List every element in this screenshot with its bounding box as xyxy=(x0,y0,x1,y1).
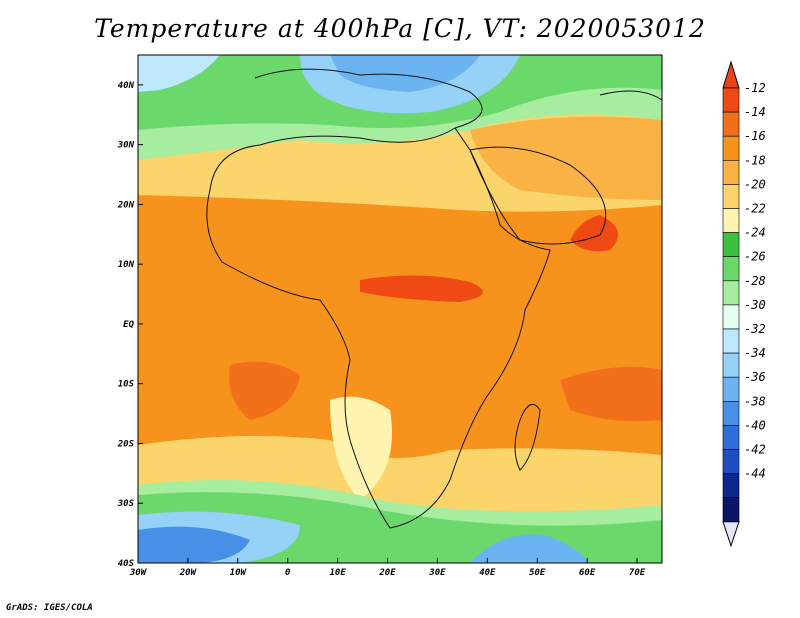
field-warm-spot-southeast xyxy=(560,366,662,422)
credit-text: GrADS: IGES/COLA xyxy=(6,603,93,613)
colorbar-swatch xyxy=(722,449,740,474)
lon-label: 20W xyxy=(179,568,198,578)
colorbar-label: -16 xyxy=(744,129,766,143)
lon-label: 10W xyxy=(230,568,248,578)
colorbar-swatch xyxy=(722,208,740,233)
colorbar-label: -24 xyxy=(744,226,766,240)
colorbar-top-arrow xyxy=(722,60,740,89)
colorbar-swatch xyxy=(722,280,740,306)
colorbar-label: -42 xyxy=(744,443,766,457)
colorbar-label: -20 xyxy=(744,177,766,191)
colorbar-swatch xyxy=(722,135,740,161)
colorbar-swatch xyxy=(722,497,740,523)
colorbar-label: -28 xyxy=(744,274,766,288)
lon-label: 0 xyxy=(285,568,291,578)
lon-label: 50E xyxy=(529,568,546,578)
colorbar: -12 -14 -16 -18 -20 -22 -24 -26 -28 -30 -32 -34 -36 -… xyxy=(722,60,766,548)
lon-label: 70E xyxy=(629,568,646,578)
colorbar-swatch xyxy=(722,160,740,185)
lat-label: 20S xyxy=(117,439,135,449)
arabia-coastline xyxy=(469,146,607,245)
madagascar-coastline xyxy=(514,403,541,471)
lat-label: EQ xyxy=(123,320,134,330)
field-northwest-blue xyxy=(138,55,220,92)
colorbar-label: -12 xyxy=(744,81,766,95)
field-arabia-orange xyxy=(470,116,662,200)
lat-label: 30S xyxy=(117,499,135,509)
colorbar-label: -14 xyxy=(744,105,766,119)
colorbar-label: -32 xyxy=(744,322,766,336)
field-warm-spot-southwest xyxy=(229,361,300,420)
colorbar-swatch xyxy=(722,376,740,402)
lat-label: 30N xyxy=(117,141,135,151)
colorbar-swatch xyxy=(722,304,740,330)
colorbar-label: -38 xyxy=(744,394,766,408)
lon-label: 30E xyxy=(428,568,446,578)
colorbar-swatch xyxy=(722,256,740,282)
lon-label: 30W xyxy=(129,568,148,578)
lat-label: 20N xyxy=(117,200,135,210)
colorbar-swatch xyxy=(722,400,740,426)
field-south-pale xyxy=(330,396,392,500)
colorbar-label: -26 xyxy=(744,250,766,264)
colorbar-label: -18 xyxy=(744,153,766,167)
field-southwest-darkblue xyxy=(138,526,250,563)
coastlines xyxy=(206,68,662,529)
latitude-labels: 40N 30N 20N 10N EQ 10S 20S 30S 40S xyxy=(117,81,143,569)
lat-label: 10S xyxy=(118,380,135,390)
colorbar-swatch xyxy=(722,328,740,354)
colorbar-bottom-arrow xyxy=(722,521,740,548)
lon-label: 10E xyxy=(329,568,346,578)
colorbar-label: -40 xyxy=(744,418,766,432)
field-south-blue xyxy=(470,534,590,563)
lon-label: 60E xyxy=(579,568,596,578)
field-north-darkblue xyxy=(330,55,480,92)
colorbar-label: -30 xyxy=(744,298,766,312)
lat-label: 40N xyxy=(118,81,135,91)
field-warm-band-central xyxy=(360,275,483,302)
map-title: Temperature at 400hPa [C], VT: 202005301… xyxy=(94,14,706,43)
asia-coastline xyxy=(599,90,662,101)
colorbar-swatch xyxy=(722,184,740,209)
plot-frame xyxy=(137,54,663,564)
longitude-labels: 30W 20W 10W 0 10E 20E 30E 40E 50E 60E 70E xyxy=(129,558,646,578)
colorbar-swatch xyxy=(722,425,740,450)
colorbar-swatch xyxy=(722,111,740,137)
field-warm-spot-east xyxy=(570,215,618,252)
colorbar-swatch xyxy=(722,473,740,499)
lat-label: 40S xyxy=(118,559,135,569)
colorbar-swatch xyxy=(722,87,740,113)
lon-label: 20E xyxy=(378,568,396,578)
field-north-tan xyxy=(138,166,662,212)
colorbar-label: -22 xyxy=(744,202,766,216)
colorbar-label: -36 xyxy=(744,370,766,384)
colorbar-label: -44 xyxy=(744,467,766,481)
africa-coastline xyxy=(206,68,551,529)
lat-label: 10N xyxy=(118,260,135,270)
lon-label: 40E xyxy=(479,568,496,578)
colorbar-label: -34 xyxy=(744,346,766,360)
colorbar-swatch xyxy=(722,352,740,378)
colorbar-swatch xyxy=(722,232,740,258)
temperature-field xyxy=(138,55,662,563)
